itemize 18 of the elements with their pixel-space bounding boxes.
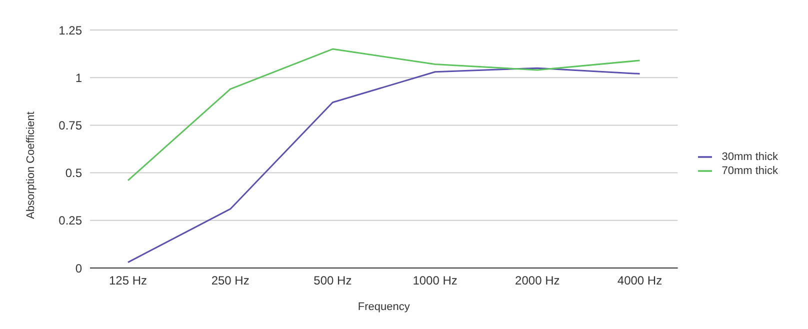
y-tick-label: 0 — [75, 261, 82, 276]
legend-label: 70mm thick — [722, 164, 778, 177]
y-tick-label: 1 — [75, 70, 82, 85]
y-tick-label: 1.25 — [58, 23, 82, 38]
y-axis-title: Absorption Coefficient — [24, 112, 37, 219]
x-tick-label: 2000 Hz — [515, 274, 560, 288]
x-axis-title: Frequency — [358, 301, 410, 313]
x-tick-label: 4000 Hz — [617, 274, 662, 288]
x-tick-label: 500 Hz — [314, 274, 352, 288]
line-series — [127, 48, 640, 182]
legend-label: 30mm thick — [722, 150, 778, 163]
y-tick-label: 0.75 — [58, 118, 82, 132]
x-tick-label: 1000 Hz — [412, 274, 458, 288]
y-tick-label: 0.5 — [65, 166, 82, 180]
y-tick-label: 0.25 — [58, 214, 82, 228]
x-tick-label: 125 Hz — [108, 274, 148, 288]
x-tick-label: 250 Hz — [211, 274, 250, 288]
line-series — [127, 67, 640, 264]
